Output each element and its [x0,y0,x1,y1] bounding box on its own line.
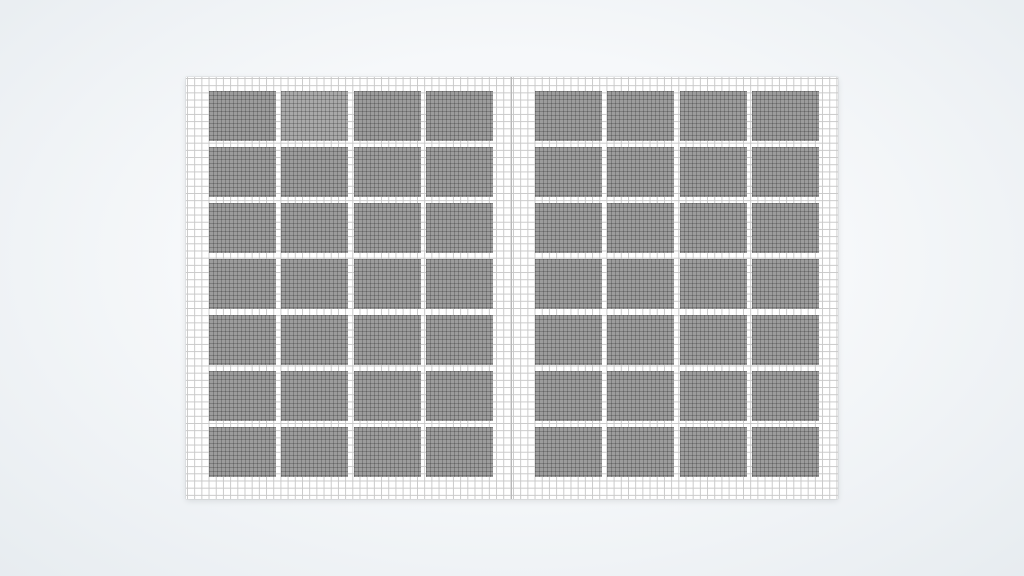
page-spine [511,77,512,499]
left-page-cell-r5-c3 [353,315,421,365]
left-page-cell-r4-c1 [209,259,276,309]
left-page-cell-r7-c4 [425,427,493,477]
right-page-cell-r5-c3 [679,315,747,365]
right-page-cell-r5-c4 [751,315,819,365]
right-page-cell-r2-c4 [751,147,819,197]
right-page-cell-r3-c1 [535,203,602,253]
right-page-cell-r7-c1 [535,427,602,477]
notebook-spread [186,77,838,499]
left-page-cell-r3-c2 [281,203,349,253]
right-page-cell-r2-c3 [679,147,747,197]
left-page-cell-r2-c3 [353,147,421,197]
left-page-cell-r6-c4 [425,371,493,421]
right-page-cell-r1-c3 [679,91,747,141]
left-page-cell-r4-c2 [281,259,349,309]
right-page-cell-r6-c2 [607,371,675,421]
right-page-cell-r6-c1 [535,371,602,421]
left-page-cell-r3-c4 [425,203,493,253]
right-page-cell-r4-c1 [535,259,602,309]
left-page-cell-r4-c3 [353,259,421,309]
right-page-cell-r7-c2 [607,427,675,477]
right-page-cell-r7-c4 [751,427,819,477]
right-page-cell-r7-c3 [679,427,747,477]
left-page-cell-r1-c1 [209,91,276,141]
left-page-cell-r5-c2 [281,315,349,365]
left-page-cell-r7-c2 [281,427,349,477]
right-page-cell-r3-c4 [751,203,819,253]
left-page-cell-r3-c1 [209,203,276,253]
left-page-cell-r6-c2 [281,371,349,421]
left-page [186,77,512,499]
right-page-cell-r2-c2 [607,147,675,197]
left-page-cell-r1-c2 [281,91,349,141]
left-page-cell-r5-c4 [425,315,493,365]
right-page-cell-r6-c3 [679,371,747,421]
right-page-cell-r3-c2 [607,203,675,253]
right-page-cell-r5-c1 [535,315,602,365]
right-page-cell-r3-c3 [679,203,747,253]
left-page-cell-r1-c4 [425,91,493,141]
right-page-cell-r6-c4 [751,371,819,421]
left-page-cell-r6-c3 [353,371,421,421]
right-page-cell-r4-c3 [679,259,747,309]
left-page-cell-r2-c4 [425,147,493,197]
right-page-cell-r5-c2 [607,315,675,365]
right-page-cell-r2-c1 [535,147,602,197]
right-page-cell-r4-c2 [607,259,675,309]
left-page-cell-r1-c3 [353,91,421,141]
right-page [512,77,838,499]
left-page-cell-r4-c4 [425,259,493,309]
left-page-cell-r2-c2 [281,147,349,197]
left-page-cell-r5-c1 [209,315,276,365]
right-page-cell-r1-c2 [607,91,675,141]
left-page-cell-r7-c1 [209,427,276,477]
left-page-cell-r2-c1 [209,147,276,197]
right-page-cell-r4-c4 [751,259,819,309]
left-page-cell-r6-c1 [209,371,276,421]
left-page-cell-r3-c3 [353,203,421,253]
right-page-cell-r1-c4 [751,91,819,141]
right-page-cell-r1-c1 [535,91,602,141]
left-page-cell-r7-c3 [353,427,421,477]
